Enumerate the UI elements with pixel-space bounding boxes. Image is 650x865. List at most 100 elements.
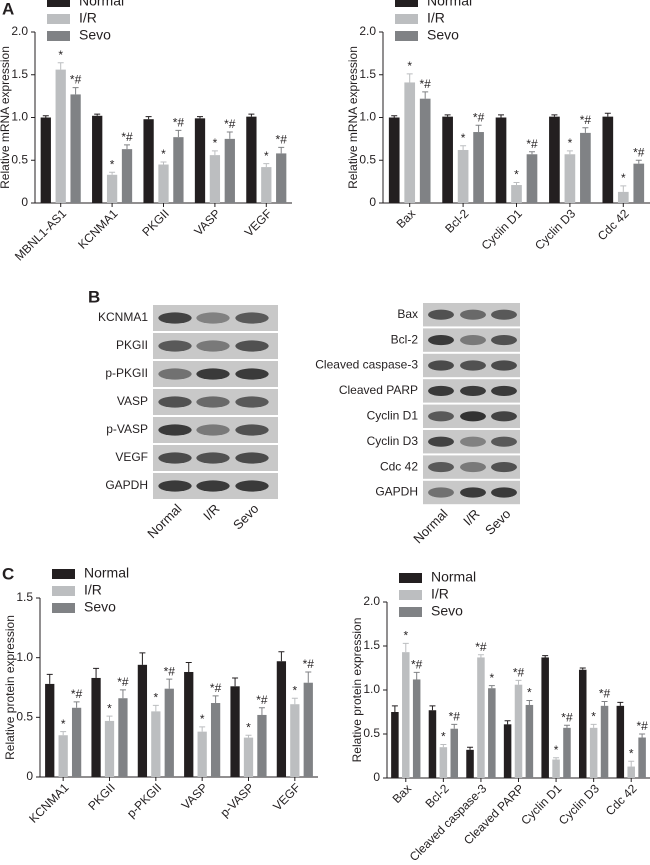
y-tick-label: 1.5 xyxy=(16,590,33,604)
error-bar xyxy=(199,726,206,732)
legend-swatch xyxy=(395,0,418,7)
error-bar xyxy=(212,695,219,704)
x-tick-label: p-VASP xyxy=(217,780,256,819)
error-bar xyxy=(73,701,80,708)
bar xyxy=(552,759,560,778)
bar xyxy=(428,710,437,778)
bar xyxy=(450,728,459,778)
blot-band xyxy=(460,360,486,371)
error-bar xyxy=(513,181,520,186)
blot-band xyxy=(428,487,454,498)
significance-mark: * xyxy=(461,131,466,145)
error-bar xyxy=(160,161,167,165)
legend-swatch xyxy=(52,603,75,613)
significance-mark: * xyxy=(407,59,412,73)
error-bar xyxy=(124,144,131,150)
significance-mark: *# xyxy=(173,115,185,129)
error-bar xyxy=(109,171,116,175)
blot-band xyxy=(196,424,230,436)
error-bar xyxy=(460,145,467,150)
blot-band xyxy=(491,335,517,346)
y-tick-label: 1.0 xyxy=(16,650,33,664)
y-tick-label: 0.5 xyxy=(11,152,28,166)
blot-band xyxy=(491,436,517,447)
bar xyxy=(276,661,287,777)
error-bar xyxy=(422,91,429,99)
y-tick-label: 0 xyxy=(26,769,33,783)
blot-band xyxy=(460,309,486,320)
blot-band xyxy=(491,462,517,473)
error-bar xyxy=(528,151,535,155)
significance-mark: *# xyxy=(210,681,222,695)
error-bar xyxy=(579,667,586,670)
bar xyxy=(391,712,399,778)
blot-band xyxy=(491,411,517,422)
significance-mark: * xyxy=(161,147,166,161)
bar xyxy=(55,69,66,204)
bar xyxy=(158,164,169,203)
bar xyxy=(40,117,51,203)
blot-band xyxy=(460,436,486,447)
legend-swatch xyxy=(47,0,70,7)
bar xyxy=(541,657,549,778)
bar xyxy=(600,705,609,778)
error-bar xyxy=(196,116,203,119)
legend-label: I/R xyxy=(431,586,449,602)
significance-mark: * xyxy=(153,691,158,705)
blot-row-label: VASP xyxy=(117,394,148,408)
significance-mark: *# xyxy=(449,709,461,723)
blot-band xyxy=(428,360,454,371)
error-bar xyxy=(211,150,218,156)
blot-band xyxy=(235,424,269,436)
bar xyxy=(164,688,174,777)
error-bar xyxy=(60,731,67,736)
error-bar xyxy=(152,704,159,712)
bar xyxy=(261,167,272,203)
panel-label: A xyxy=(2,0,14,18)
blot-band xyxy=(235,396,269,408)
blot-band xyxy=(428,385,454,396)
bar xyxy=(589,727,598,778)
y-axis-label: Relative mRNA expression xyxy=(0,46,12,189)
significance-mark: *# xyxy=(256,693,268,707)
error-bar xyxy=(601,700,608,706)
significance-mark: * xyxy=(591,709,596,723)
error-bar xyxy=(391,705,398,712)
x-tick-label: KCNMA1 xyxy=(26,780,71,825)
significance-mark: * xyxy=(110,157,115,171)
panel-label: C xyxy=(2,564,14,583)
bar xyxy=(118,698,128,777)
blot-band xyxy=(196,340,230,352)
blot-row-label: Cyclin D3 xyxy=(367,434,419,448)
bar xyxy=(439,747,448,778)
significance-mark: * xyxy=(568,136,573,150)
bar xyxy=(243,737,254,777)
significance-mark: *# xyxy=(473,110,485,124)
legend-swatch xyxy=(395,31,418,41)
bar xyxy=(563,727,571,778)
significance-mark: *# xyxy=(526,137,538,151)
bar xyxy=(209,155,221,203)
error-bar xyxy=(515,679,522,685)
error-bar xyxy=(278,651,285,662)
x-tick-label: Cdc 42 xyxy=(595,206,632,243)
bar xyxy=(412,679,421,778)
blot-lane-label: Normal xyxy=(410,506,450,546)
x-tick-label: VASP xyxy=(179,780,211,812)
blot-row-label: Cyclin D1 xyxy=(367,408,419,422)
error-bar xyxy=(226,131,233,139)
x-tick-label: Cyclin D3 xyxy=(556,781,602,827)
blot-row-label: p-VASP xyxy=(106,422,148,436)
error-bar xyxy=(553,757,560,760)
bar xyxy=(303,682,313,777)
x-tick-label: Bcl-2 xyxy=(422,781,451,810)
error-bar xyxy=(444,114,451,117)
bar xyxy=(173,137,184,203)
significance-mark: * xyxy=(58,48,63,62)
bar xyxy=(194,118,206,203)
error-bar xyxy=(248,113,255,117)
error-bar xyxy=(542,655,549,658)
bar xyxy=(578,669,587,778)
error-bar xyxy=(93,667,100,678)
legend-swatch xyxy=(395,14,418,24)
